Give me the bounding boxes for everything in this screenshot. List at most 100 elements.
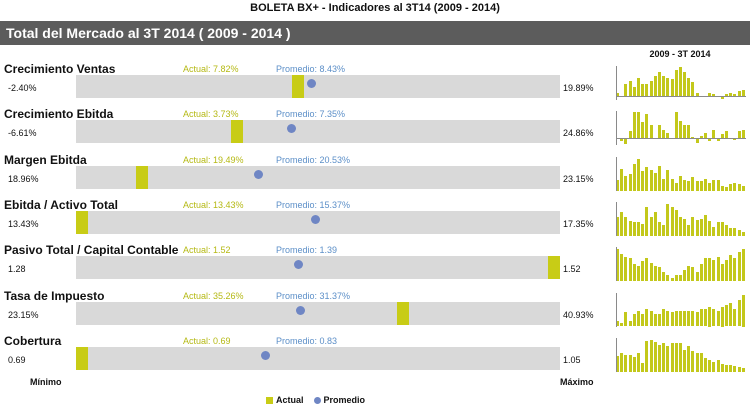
sparkline-bar [691, 267, 695, 282]
sparkline-bar [704, 215, 708, 236]
max-value: 24.86% [563, 128, 594, 139]
sparkline-bar [695, 92, 699, 96]
sparkline-bar [699, 352, 703, 372]
legend-actual-swatch [266, 396, 273, 404]
sparkline-bar [628, 355, 632, 372]
sparkline [616, 111, 746, 146]
sparkline-bar [737, 91, 741, 96]
sparkline-bar [645, 167, 649, 191]
indicator-row: Pasivo Total / Capital Contable Actual: 1… [0, 243, 750, 288]
sparkline-bar [674, 210, 678, 236]
actual-value-text: Actual: 35.26% [183, 290, 244, 301]
sparkline-bar [616, 92, 619, 96]
sparkline-bar [616, 321, 619, 327]
sparkline-bar [741, 185, 745, 191]
sparkline-bar [725, 305, 729, 327]
sparkline-bar [662, 343, 666, 372]
promedio-marker [306, 79, 316, 88]
sparkline-bar [670, 79, 674, 96]
sparkline-bar [712, 259, 716, 282]
sparkline-vertical-axis [616, 201, 617, 236]
sparkline-bar [729, 303, 733, 327]
actual-value-text: Actual: 19.49% [183, 154, 244, 165]
sparkline-bar [666, 77, 670, 96]
sparkline-bar [712, 226, 716, 236]
sparkline-bar [649, 125, 653, 139]
sparkline-bar [641, 314, 645, 327]
sparkline-bar [699, 264, 703, 282]
sparkline-bar [725, 224, 729, 236]
page-title: BOLETA BX+ - Indicadores al 3T14 (2009 -… [250, 2, 500, 14]
sparkline-bar [636, 352, 640, 372]
actual-marker [135, 165, 148, 189]
sparkline-bar [699, 308, 703, 327]
actual-marker [548, 256, 560, 280]
sparkline-bar [616, 356, 619, 372]
sparkline-bar [636, 77, 640, 96]
sparkline-bar [683, 180, 687, 191]
sparkline-bar [670, 178, 674, 191]
sparkline-bar [616, 216, 619, 236]
sparkline-bar [624, 312, 628, 327]
sparkline-bar [666, 132, 670, 139]
sparkline-bar [708, 258, 712, 282]
sparkline-bar [741, 368, 745, 372]
sparkline-bar [712, 180, 716, 191]
sparkline-bar [674, 274, 678, 282]
sparkline-bar [716, 138, 720, 142]
indicator-label: Ebitda / Activo Total [4, 197, 119, 212]
sparkline-bar [683, 71, 687, 96]
promedio-marker [260, 350, 270, 360]
promedio-value-text: Promedio: 0.83 [276, 335, 338, 346]
sparkline-bar [708, 138, 712, 142]
max-value: 19.89% [563, 83, 594, 93]
sparkline-bar [691, 137, 695, 139]
sparkline-bar [725, 131, 729, 139]
sparkline-bar [683, 125, 687, 139]
indicator-label: Margen Ebitda [4, 152, 87, 167]
sparkline-bar [741, 294, 745, 327]
sparkline-bar [662, 178, 666, 191]
sparkline-bar [741, 129, 745, 139]
sparkline-bar [666, 310, 670, 327]
sparkline-bar [737, 252, 741, 282]
min-value: 18.96% [8, 173, 39, 184]
sparkline-bar [716, 359, 720, 372]
sparkline-bar [641, 171, 645, 191]
sparkline [616, 201, 746, 236]
sparkline-bar [704, 358, 708, 372]
sparkline-bar [708, 182, 712, 191]
sparkline-bar [670, 343, 674, 372]
sparkline-bar [737, 131, 741, 139]
sparkline-zero-axis [616, 95, 746, 97]
indicator-row: Tasa de Impuesto Actual: 35.26% Promedio: … [0, 289, 750, 334]
sparkline-bar [691, 310, 695, 327]
sparkline-bar [737, 299, 741, 327]
sparkline-bar [620, 168, 624, 191]
range-track [76, 165, 560, 189]
promedio-value-text: Promedio: 7.35% [276, 109, 346, 120]
sparkline-bar [662, 224, 666, 236]
sparkline-bar [666, 203, 670, 236]
sparkline-bar [733, 94, 737, 96]
sparkline-zero-axis [616, 138, 746, 140]
sparkline-vertical-axis [616, 111, 617, 146]
sparkline-bar [662, 271, 666, 282]
legend-promedio-label: Promedio [323, 395, 366, 405]
max-value: 23.15% [563, 173, 594, 184]
sparkline-bar [708, 359, 712, 372]
promedio-value-text: Promedio: 20.53% [276, 154, 351, 165]
actual-value-text: Actual: 0.69 [183, 335, 231, 346]
sparkline-bar [733, 258, 737, 282]
range-track [76, 346, 560, 370]
sparkline-bar [662, 308, 666, 327]
sparkline-bar [645, 258, 649, 282]
sparkline-bar [729, 184, 733, 191]
sparkline-bar [695, 312, 699, 327]
range-track [76, 210, 560, 234]
sparkline-bar [720, 307, 724, 327]
sparkline [616, 292, 746, 327]
max-value: 1.05 [563, 354, 581, 365]
indicator-label: Pasivo Total / Capital Contable [4, 243, 179, 258]
sparkline-bar [691, 177, 695, 191]
